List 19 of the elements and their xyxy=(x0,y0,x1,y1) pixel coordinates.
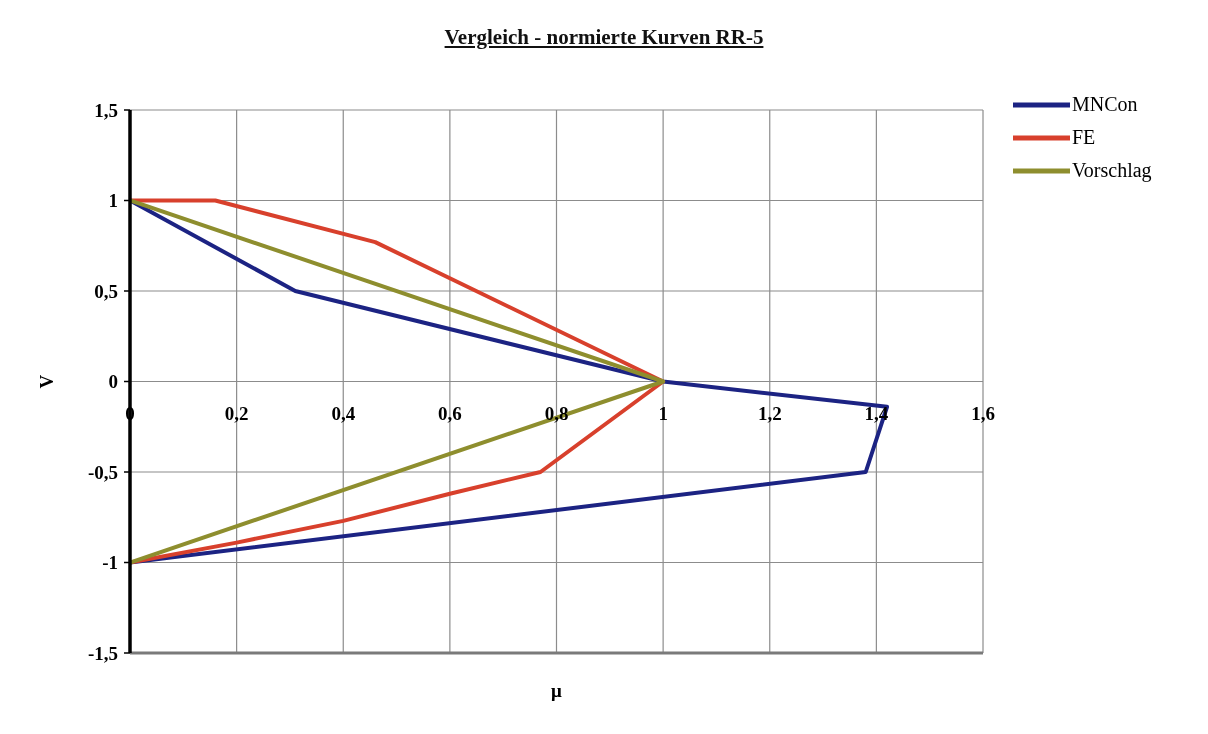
legend-label: MNCon xyxy=(1072,93,1138,116)
y-tick-label: -1 xyxy=(102,552,118,574)
y-tick-label: 1,5 xyxy=(94,99,118,121)
y-tick-label: -1,5 xyxy=(87,642,118,664)
x-axis-title: μ xyxy=(551,680,563,701)
x-tick-label: 0,6 xyxy=(438,403,462,424)
y-tick-label: 1 xyxy=(108,190,118,212)
x-tick-label: 1 xyxy=(658,403,668,424)
x-tick-label: 1,6 xyxy=(971,403,995,424)
x-tick-label: 0,4 xyxy=(331,403,356,424)
legend-label: Vorschlag xyxy=(1072,159,1152,182)
y-tick-label: 0,5 xyxy=(94,280,118,302)
chart-title: Vergleich - normierte Kurven RR-5 xyxy=(443,25,765,50)
y-axis-title: V xyxy=(35,374,57,389)
y-tick-label: 0 xyxy=(108,371,118,393)
y-tick-label: -0,5 xyxy=(87,461,118,483)
x-tick-label: 0,2 xyxy=(224,403,249,424)
legend-label: FE xyxy=(1072,126,1096,149)
x-tick-label: 1,2 xyxy=(757,403,782,424)
